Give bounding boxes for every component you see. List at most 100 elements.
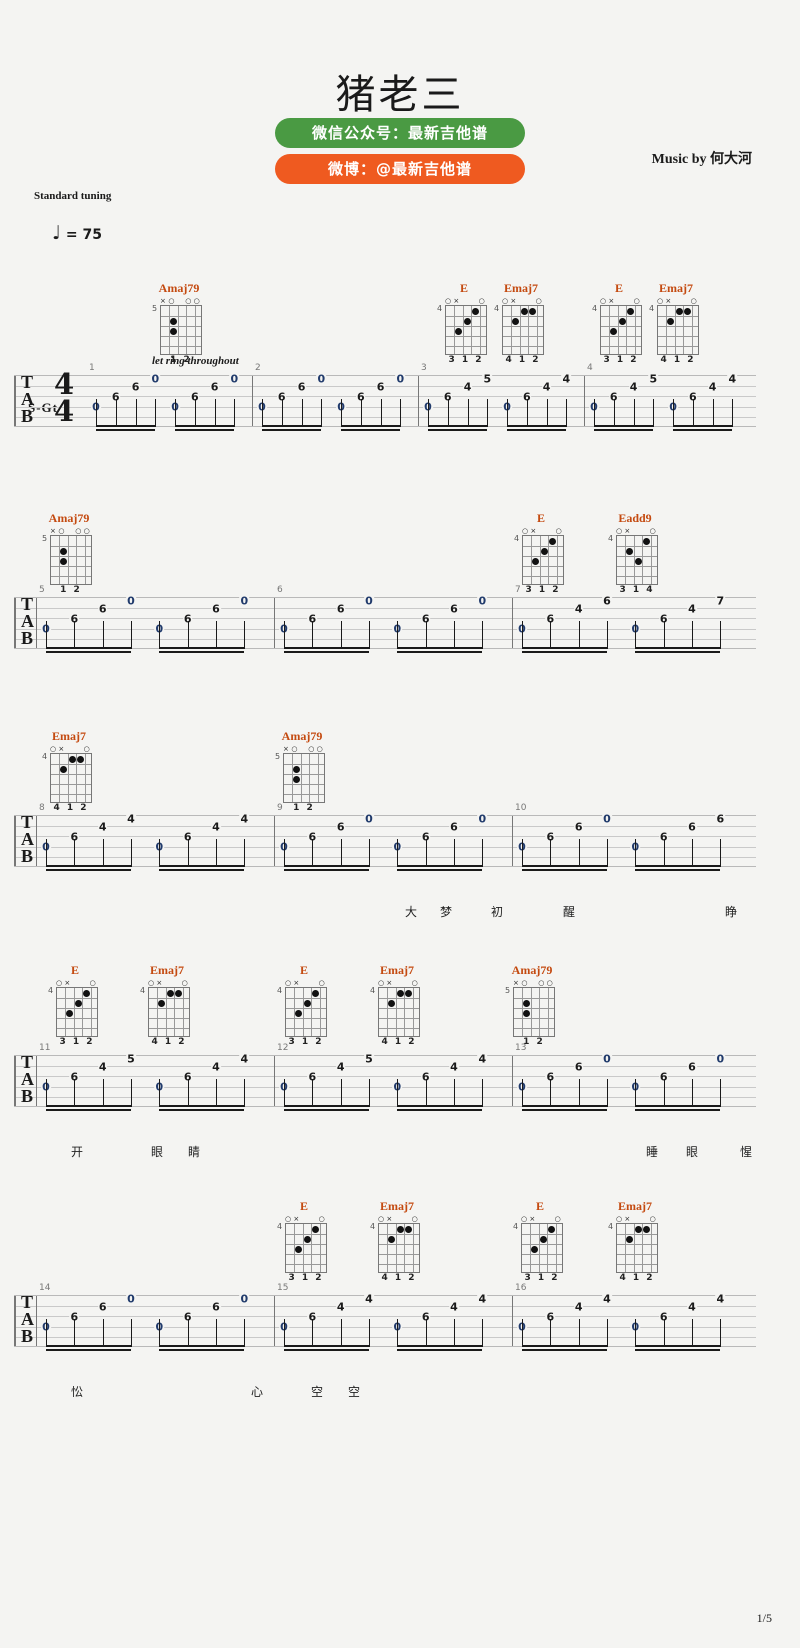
tab-fret-number: 4 [687,602,697,616]
note-stem [244,621,246,649]
starting-fret-number: 4 [649,304,655,313]
fret-wire-line [503,326,543,327]
chord-diagram-emaj7: Emaj7 ○ × ○ 4 4 1 2 [370,963,424,1047]
muted-string-icon: × [386,979,393,987]
fret-wire-line [51,794,91,795]
finger-dot [66,1009,74,1017]
finger-dot [463,317,471,325]
fret-wire-line [379,998,419,999]
note-stem [159,1079,161,1107]
fret-string-line [617,306,619,354]
tempo-marking: ♩ = 75 [52,222,102,244]
muted-string-icon: × [293,1215,300,1223]
lyric-syllable: 大 [404,905,418,919]
fret-string-line [76,754,78,802]
tab-fret-number: 4 [335,1300,346,1314]
fret-string-line [82,988,84,1036]
tab-fret-number: 6 [449,602,459,616]
badge-weibo[interactable]: 微博：@最新吉他谱 [275,154,525,184]
fret-string-line [530,988,532,1036]
fret-wire-line [286,1244,326,1245]
barline [274,1056,275,1106]
fret-wire-line [379,1234,419,1235]
note-beam-secondary [159,651,245,653]
note-beam-secondary [284,1109,369,1111]
tab-fret-number: 4 [573,602,584,616]
muted-string-icon: × [624,527,631,535]
note-beam [397,647,483,649]
tab-fret-number: 6 [307,1070,318,1084]
tab-fret-number: 4 [126,812,136,826]
note-beam-secondary [522,1109,607,1111]
note-stem [425,1079,427,1107]
tab-fret-number: 4 [97,820,108,834]
open-muted-markers: × ○ ○ ○ [513,979,555,987]
measure-number: 5 [39,585,45,595]
fret-string-line [531,536,533,584]
barline [36,598,37,648]
tab-fret-number: 4 [211,1060,221,1074]
starting-fret-number: 4 [48,986,54,995]
note-stem [692,1319,693,1347]
fret-string-line [59,536,61,584]
open-string-icon: ○ [522,527,529,535]
fret-string-line [556,536,558,584]
lyric-syllable: 初 [490,905,504,919]
fret-string-line [404,1224,406,1272]
note-stem [312,1319,314,1347]
chord-name: E [535,1199,544,1213]
barline [512,816,513,866]
note-beam [46,647,131,649]
tab-fret-number: 6 [130,380,141,394]
staff-line [14,628,756,630]
note-stem [428,399,429,427]
fret-wire-line [379,1254,419,1255]
note-stems [14,839,756,873]
open-string-icon: ○ [546,979,553,987]
lyric-syllable: 睛 [187,1145,201,1159]
finger-dot [626,547,634,555]
fret-wire-line [617,1234,657,1235]
chord-name: E [614,281,623,295]
fret-string-line [302,988,304,1036]
note-beam [262,425,322,427]
starting-fret-number: 5 [152,304,158,313]
measure-number: 2 [255,363,261,373]
staff-bracket [14,1056,16,1106]
fret-wire-line [617,566,657,567]
finger-dot [405,1225,412,1233]
composer-credit: Music by 何大河 [651,152,752,167]
note-beam-secondary [397,651,483,653]
note-beam [635,1105,721,1107]
lyric-syllable: 开 [70,1145,84,1159]
fret-wire-line [286,998,326,999]
fret-string-line [522,988,524,1036]
note-beam [159,647,245,649]
tab-fret-number: 4 [335,1060,346,1074]
tab-fret-number: 6 [209,380,220,394]
tab-fret-number: 6 [687,820,697,834]
note-beam [594,425,654,427]
promo-badges: 微信公众号：最新吉他谱 微博：@最新吉他谱 [0,118,800,190]
barline [252,376,253,426]
chord-name: Emaj7 [618,1199,652,1213]
note-stem [369,1079,370,1107]
open-string-icon: ○ [285,979,292,987]
finger-dot [523,1009,531,1017]
fret-string-line [547,1224,549,1272]
barline [274,1296,275,1346]
note-beam-secondary [46,651,131,653]
open-muted-markers: ○ × ○ [502,297,544,305]
fret-wire-line [514,998,554,999]
note-stem [653,399,655,427]
tab-fret-number: 6 [420,830,431,844]
chord-name: E [299,1199,308,1213]
note-stem [360,399,362,427]
fret-string-line [539,536,541,584]
note-beam-secondary [673,429,733,431]
fret-wire-line [284,764,324,765]
badge-wechat[interactable]: 微信公众号：最新吉他谱 [275,118,525,148]
tab-fret-number: 6 [355,390,366,404]
note-stem [115,399,117,427]
lyric-syllable: 睡 [645,1145,659,1159]
